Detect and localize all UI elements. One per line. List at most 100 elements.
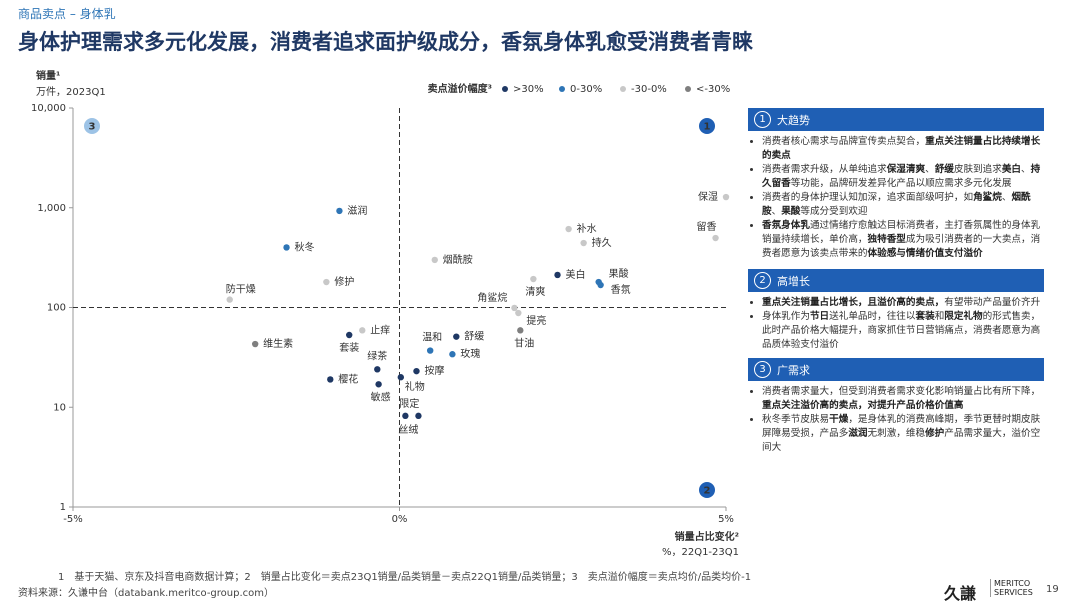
bullet-text: ，是身体乳的消费高峰期，季节更替时期皮肤屏障易受损，产品多 <box>762 414 1041 439</box>
y-tick-label: 100 <box>47 303 66 314</box>
bullet: 消费者需求升级，从单纯追求保湿清爽、舒缓皮肤到追求美白、持久留香等功能，品牌研发… <box>762 163 1044 191</box>
point <box>515 309 522 317</box>
bullet: 重点关注销量占比增长，且溢价高的卖点，有望带动产品量价齐升 <box>762 296 1044 310</box>
bullet: 消费者需求量大，但受到消费者需求变化影响销量占比有所下降， 重点关注溢价高的卖点，… <box>762 385 1044 413</box>
point-label: 烟酰胺 <box>443 253 473 266</box>
legend-label: <-30% <box>696 84 730 95</box>
quadrant-badge <box>699 118 715 134</box>
bullet-text: 送礼单品时，往往以 <box>829 311 916 322</box>
x-axis-title: 销量占比变化² <box>675 530 739 543</box>
point-label: 留香 <box>697 220 717 233</box>
point-label: 角鲨烷 <box>477 291 507 304</box>
point <box>554 271 561 279</box>
point-label: 保湿 <box>698 190 718 203</box>
y-axis-title: 销量¹ <box>36 69 60 82</box>
point-label: 香氛 <box>611 283 631 296</box>
bullet-text: 重点关注溢价高的卖点，对提升产品价格价值高 <box>762 400 964 411</box>
bullet-text: 、 <box>771 206 782 217</box>
logo: 久謙 <box>944 584 977 603</box>
bullet-text: 套装 <box>915 311 935 322</box>
point <box>431 256 438 264</box>
bullet-text: 舒缓 <box>934 164 954 175</box>
point <box>453 333 460 340</box>
point <box>327 376 334 383</box>
section-heading: 高增长 <box>777 274 810 288</box>
section-header: 2 高增长 <box>748 269 1044 292</box>
bullet-text: 的形式售卖，此时产品价格大幅提升，商家抓住节日营销痛点，消费者愿意为高品质体验支… <box>762 311 1041 350</box>
point-label: 温和 <box>422 332 442 344</box>
legend-swatch <box>502 86 508 92</box>
point-label: 修护 <box>334 275 354 288</box>
point <box>402 412 409 420</box>
point-label: 持久 <box>592 236 612 249</box>
x-tick-label: -5% <box>63 514 82 525</box>
x-tick-label: 0% <box>392 514 408 525</box>
point-label: 敏感 <box>371 390 391 403</box>
bullet-text: 、 <box>1021 164 1031 175</box>
bullet-text: 修护 <box>925 428 945 439</box>
bullet-text: 干燥 <box>829 414 849 425</box>
point <box>517 327 524 334</box>
legend-label: -30-0% <box>631 84 667 95</box>
bullet-text: 有望带动产品量价齐升 <box>944 297 1041 308</box>
bullet-text: 果酸 <box>781 206 801 217</box>
legend-label: 0-30% <box>570 84 602 95</box>
point <box>346 331 353 339</box>
bullet-text: 保湿清爽 <box>886 164 926 175</box>
point <box>597 281 604 289</box>
bullet: 秋冬季节皮肤易干燥，是身体乳的消费高峰期，季节更替时期皮肤屏障易受损，产品多滋润… <box>762 413 1044 455</box>
point-label: 止痒 <box>370 323 390 336</box>
bullet-text: 烟酰胺 <box>762 192 1031 217</box>
point <box>336 207 343 215</box>
quadrant-badge <box>84 118 100 134</box>
point <box>712 234 719 242</box>
point-label: 按摩 <box>424 364 444 377</box>
point-label: 甘油 <box>514 336 534 349</box>
y-tick-label: 1 <box>60 502 66 513</box>
point <box>375 381 382 388</box>
logo-en: MERITCO SERVICES <box>990 579 1033 597</box>
bullet-text: 持久留香 <box>762 164 1041 189</box>
quadrant-label: 1 <box>704 122 711 133</box>
bullet-text: 等功能，品牌研发差异化产品以顺应需求多元化发展 <box>790 178 1012 189</box>
point <box>226 296 233 303</box>
bullet-text: 消费者需求升级，从单纯追求 <box>762 164 887 175</box>
point-label: 提亮 <box>526 314 546 327</box>
point <box>374 366 381 373</box>
legend-swatch <box>685 86 691 92</box>
point-label: 礼物 <box>405 380 425 393</box>
point-label: 秋冬 <box>295 240 315 253</box>
title: 身体护理需求多元化发展，消费者追求面护级成分，香氛身体乳愈受消费者青睐 <box>18 30 753 54</box>
bullet-text: 重点关注销量占比增长，且溢价高的卖点， <box>762 297 945 308</box>
point <box>251 340 259 348</box>
bullet: 消费者的身体护理认知加深，追求面部级呵护，如角鲨烷、烟酰胺、果酸等成分受到欢迎 <box>762 191 1044 219</box>
point <box>323 278 330 286</box>
quadrant-badge <box>699 482 715 498</box>
bullet-text: 角鲨烷 <box>973 192 1002 203</box>
bullet-text: 独特香型 <box>867 234 906 245</box>
bullet-text: 消费者核心需求与品牌宣传卖点契合， <box>762 136 926 147</box>
bullet: 香氛身体乳通过情绪疗愈触达目标消费者，主打香氛属性的身体乳销量持续增长，单价高，… <box>762 219 1044 261</box>
point <box>397 374 405 381</box>
section-number: 2 <box>754 272 771 289</box>
bullet-text: 等成分受到欢迎 <box>800 206 868 217</box>
point-label: 滋润 <box>347 204 367 217</box>
quadrant-label: 3 <box>89 122 96 133</box>
bullet-text: 通过情绪疗愈触达目标消费者，主打香氛属性的身体乳销量持续增长，单价高， <box>762 220 1041 245</box>
point <box>359 327 366 334</box>
bullet-text: 、 <box>1001 192 1012 203</box>
point <box>449 351 456 358</box>
point-label: 补水 <box>577 222 597 235</box>
bullet-text: 皮肤到追求 <box>953 164 1002 175</box>
bullet-text: 美白 <box>1001 164 1022 175</box>
point <box>283 244 290 251</box>
point <box>530 275 537 283</box>
bullet-text: 产品需求量大，溢价空间大 <box>762 428 1041 453</box>
bullet-text: 限定礼物 <box>944 311 983 322</box>
section-label: 商品卖点 – 身体乳 <box>18 7 116 21</box>
section-number: 1 <box>754 111 771 128</box>
bullet-text: 消费者的身体护理认知加深，追求面部级呵护，如 <box>762 192 974 203</box>
point <box>722 193 730 201</box>
bullet-text: 秋冬季节皮肤易 <box>762 414 830 425</box>
y-tick-label: 10 <box>53 402 66 413</box>
